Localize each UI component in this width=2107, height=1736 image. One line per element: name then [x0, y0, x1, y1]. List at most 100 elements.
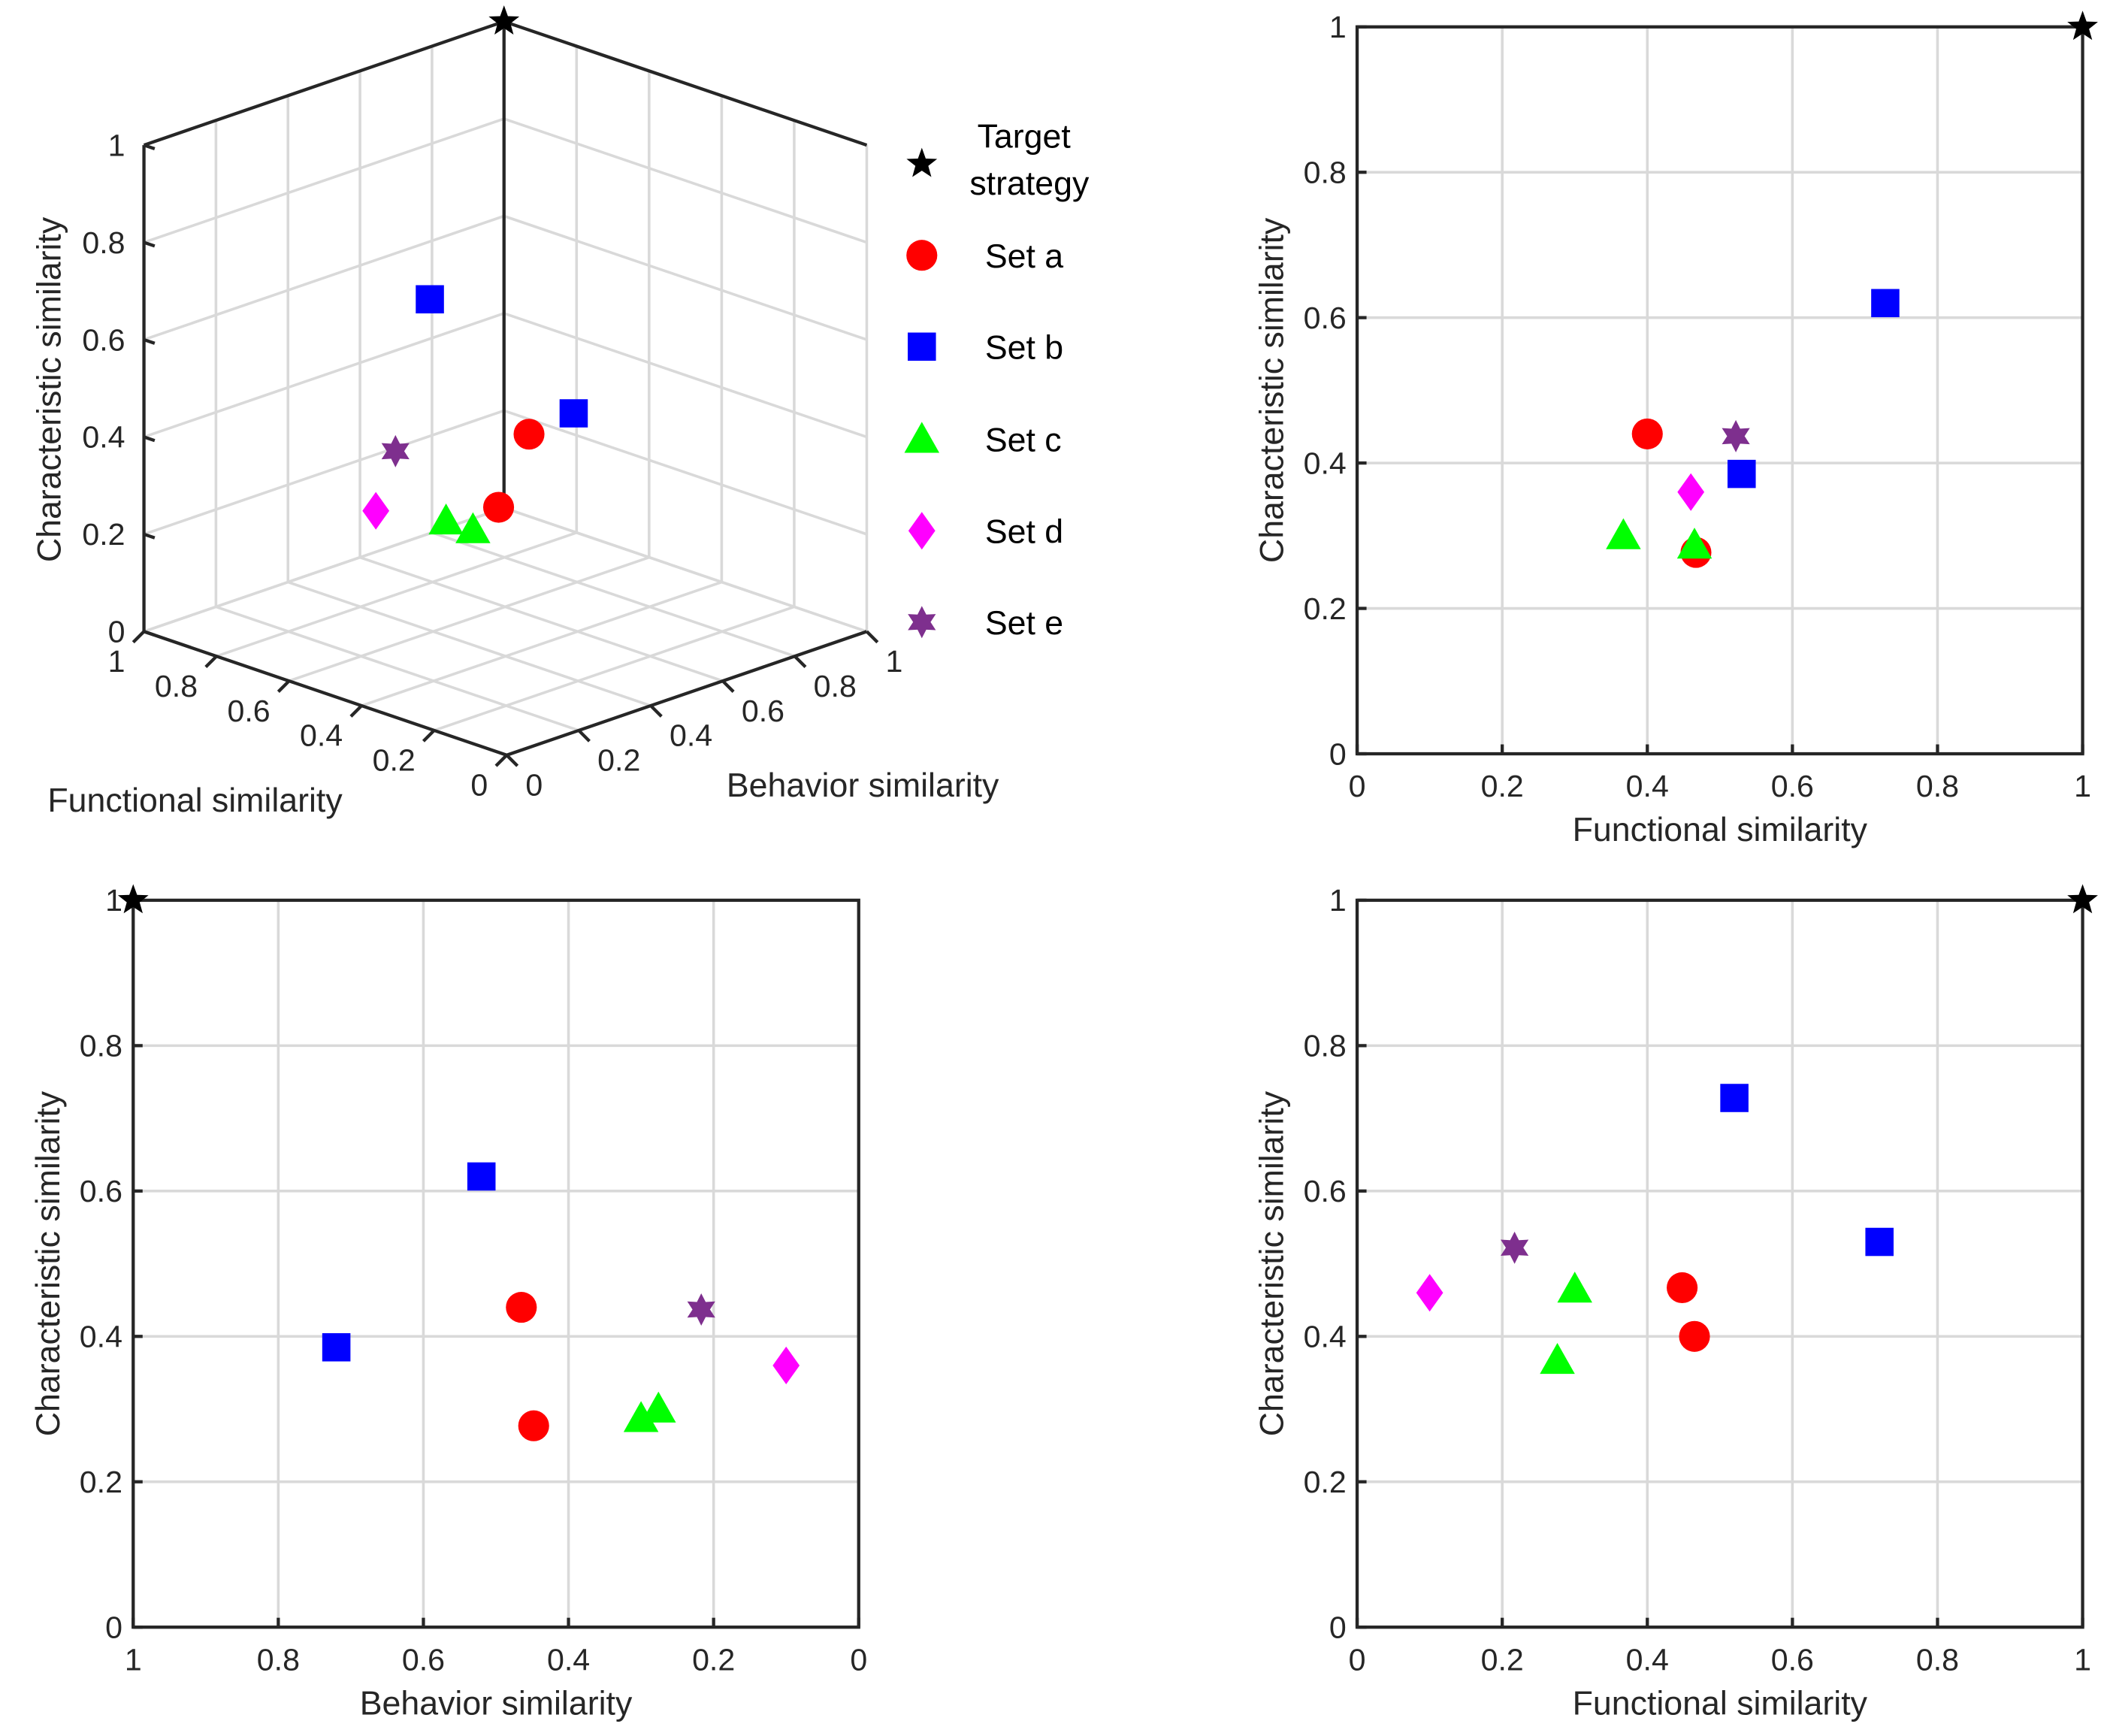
z-axis-label: Characteristic similarity [32, 216, 68, 562]
x-tick-label: 1 [125, 1642, 142, 1677]
z-tick-mark [143, 144, 156, 150]
y-tick-label: 0.4 [80, 1320, 122, 1354]
z-tick-mark [143, 337, 156, 345]
legend-label: Set b [985, 329, 1063, 366]
legend-label: Set c [985, 422, 1062, 459]
panel-3d-scatter: 0 0 0 0.2 0.2 0.2 0.4 0.4 0.4 0.6 0.6 0.6 0.8 0.8 0.8 1… [32, 5, 999, 819]
plot-frame [1355, 25, 2084, 756]
marker-set-b [1720, 1084, 1749, 1112]
x-tick-label: 0 [850, 1642, 867, 1677]
marker-set-a [518, 1410, 549, 1441]
marker-set-c [455, 512, 491, 543]
x-tick-label: 1 [108, 644, 125, 679]
x-tick-mark [131, 630, 146, 644]
marker-set-e [1722, 419, 1750, 452]
y-tick-label: 0.8 [814, 669, 857, 703]
floor-gridline [287, 580, 651, 707]
marker-set-a [1667, 1272, 1698, 1304]
right-wall-gridline [503, 117, 868, 244]
z-tick-mark [143, 240, 156, 248]
y-axis-label: Characteristic similarity [1254, 217, 1291, 563]
right-wall-gridline [503, 214, 868, 341]
x-tick-label: 0.2 [692, 1642, 735, 1677]
x-axis-label: Behavior similarity [360, 1685, 633, 1722]
legend-marker-set-e [908, 606, 936, 639]
y-tick-label: 0.8 [1304, 156, 1347, 190]
y-tick-mark [794, 655, 807, 669]
y-tick-label: 0.2 [1304, 1465, 1347, 1499]
y-tick-mark [865, 630, 879, 644]
legend-marker-set-d [908, 512, 936, 550]
x-tick-label: 1 [2074, 1642, 2091, 1677]
marker-set-c [1540, 1342, 1575, 1375]
left-wall-gridline [143, 214, 505, 341]
y-tick-label: 0 [1329, 1610, 1347, 1644]
x-tick-label: 0.4 [1626, 769, 1669, 803]
y-tick-label: 0.6 [80, 1174, 122, 1208]
x-tick-label: 0.2 [1481, 769, 1524, 803]
y-tick-label: 0.4 [670, 718, 712, 753]
marker-set-a [506, 1292, 537, 1323]
x-tick-mark [494, 754, 508, 767]
y-axis-label: Behavior similarity [727, 767, 999, 804]
left-wall-gridline [143, 117, 505, 244]
y-tick-mark [577, 729, 591, 742]
y-tick-label: 0.6 [742, 694, 784, 728]
marker-set-c [428, 503, 464, 535]
y-tick-label: 0 [105, 1610, 122, 1644]
x-tick-mark [277, 679, 291, 693]
marker-set-b [416, 285, 444, 314]
marker-target-strategy [2067, 884, 2098, 914]
marker-set-e [1501, 1231, 1529, 1264]
legend: Target strategy Set a Set b Set c Set d Set e [904, 119, 1090, 642]
x-tick-label: 0.2 [373, 743, 416, 778]
y-tick-label: 0.8 [80, 1029, 122, 1063]
marker-set-a [513, 419, 545, 450]
marker-set-d [772, 1346, 800, 1384]
z-tick-mark [143, 630, 156, 637]
z-tick-mark [143, 435, 156, 443]
y-tick-label: 1 [1329, 10, 1347, 44]
top-right-edge [503, 20, 868, 147]
y-tick-mark [505, 754, 519, 767]
z-tick-label: 0 [108, 615, 125, 649]
marker-set-c [1606, 518, 1641, 549]
legend-marker-set-b [908, 332, 936, 361]
x-tick-label: 0.8 [155, 669, 198, 703]
x-tick-label: 0.8 [257, 1642, 300, 1677]
marker-set-b [322, 1333, 351, 1362]
marker-target-strategy [117, 884, 149, 914]
plot-frame [131, 898, 860, 1629]
marker-set-b [467, 1162, 496, 1191]
x-axis-label: Functional similarity [47, 782, 343, 819]
marker-set-a [1631, 418, 1663, 449]
marker-set-b [559, 399, 588, 428]
x-tick-label: 0.4 [300, 718, 343, 753]
x-tick-label: 0 [1349, 769, 1366, 803]
x-tick-label: 0.6 [402, 1642, 445, 1677]
marker-set-c [641, 1391, 676, 1423]
y-tick-label: 0.2 [597, 743, 640, 778]
legend-label: Set a [985, 238, 1063, 275]
x-tick-label: 0.8 [1916, 1642, 1959, 1677]
x-tick-label: 0 [470, 767, 488, 802]
floor-gridline [431, 531, 796, 658]
x-tick-label: 0.6 [227, 694, 270, 728]
z-tick-mark [143, 532, 156, 540]
x-tick-label: 0.6 [1771, 1642, 1814, 1677]
marker-set-e [381, 434, 410, 467]
marker-set-c [623, 1401, 659, 1432]
y-axis-label: Characteristic similarity [1254, 1090, 1291, 1436]
marker-set-b [1871, 289, 1900, 318]
marker-set-c [1676, 528, 1713, 559]
legend-label: Set d [985, 513, 1063, 550]
z-tick-label: 0.2 [82, 517, 125, 552]
marker-set-e [687, 1293, 715, 1326]
y-tick-label: 1 [886, 644, 903, 679]
z-tick-label: 0.4 [82, 420, 125, 455]
z-tick-label: 1 [108, 128, 125, 162]
floor-gridline [359, 555, 724, 682]
marker-set-d [1677, 473, 1705, 511]
x-tick-mark [422, 729, 436, 742]
